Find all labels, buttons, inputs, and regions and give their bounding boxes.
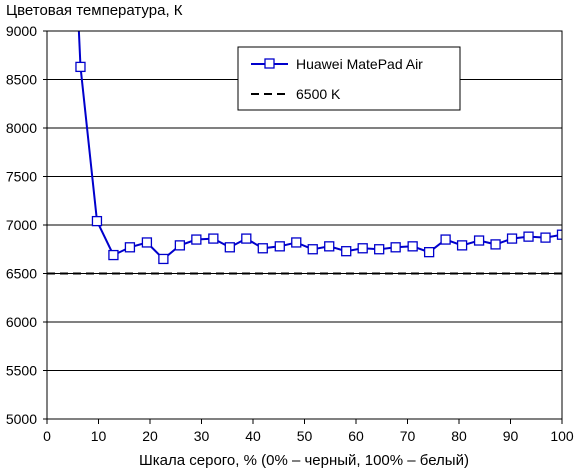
data-point — [473, 235, 485, 246]
data-point — [91, 215, 103, 227]
data-point — [141, 237, 153, 248]
x-tick-label-60: 60 — [348, 428, 364, 444]
y-axis: 5000 5500 6000 6500 7000 7500 8000 8500 9000 — [6, 23, 47, 427]
data-point — [506, 233, 518, 244]
data-point — [341, 246, 352, 257]
x-tick-label-90: 90 — [503, 428, 519, 444]
legend-label-6500k: 6500 K — [296, 86, 341, 102]
series-huawei-matepad-air — [75, 31, 562, 265]
y-tick-label-8500: 8500 — [6, 72, 37, 88]
data-point — [124, 242, 136, 253]
y-tick-label-7000: 7000 — [6, 217, 37, 233]
x-tick-label-20: 20 — [142, 428, 158, 444]
legend-marker-huawei — [264, 58, 275, 69]
y-tick-label-8000: 8000 — [6, 120, 37, 136]
legend-label-huawei: Huawei MatePad Air — [296, 56, 423, 72]
data-point — [158, 253, 169, 265]
x-tick-label-100: 100 — [550, 428, 574, 444]
x-tick-label-10: 10 — [91, 428, 107, 444]
data-point — [324, 241, 335, 252]
data-point — [108, 249, 119, 261]
y-axis-title: Цветовая температура, К — [6, 2, 183, 19]
x-tick-label-40: 40 — [245, 428, 261, 444]
series-line — [77, 31, 562, 261]
data-point — [440, 234, 451, 245]
data-point — [307, 244, 318, 255]
data-point — [357, 243, 368, 254]
data-point — [490, 239, 501, 250]
data-point — [540, 232, 551, 243]
data-point — [257, 243, 268, 254]
data-point — [523, 231, 534, 242]
y-tick-label-5000: 5000 — [6, 411, 37, 427]
x-tick-label-30: 30 — [194, 428, 210, 444]
data-point — [191, 234, 202, 245]
legend-box — [237, 46, 461, 111]
data-point — [208, 233, 219, 244]
y-tick-label-6500: 6500 — [6, 266, 37, 282]
data-point — [374, 244, 385, 255]
y-tick-label-7500: 7500 — [6, 169, 37, 185]
x-tick-label-0: 0 — [43, 428, 51, 444]
x-axis-title: Шкала серого, % (0% – черный, 100% – бел… — [139, 452, 469, 469]
data-point — [390, 242, 401, 253]
x-tick-label-80: 80 — [451, 428, 467, 444]
x-axis: 0 10 20 30 40 50 60 70 80 90 100 — [43, 419, 574, 444]
legend: Huawei MatePad Air 6500 K — [237, 46, 461, 111]
y-tick-label-6000: 6000 — [6, 314, 37, 330]
x-tick-label-70: 70 — [400, 428, 416, 444]
data-point — [241, 233, 252, 244]
data-point — [174, 240, 186, 251]
x-tick-label-50: 50 — [297, 428, 313, 444]
data-point — [456, 240, 468, 251]
data-point — [274, 241, 285, 252]
data-point — [407, 241, 418, 252]
data-point — [291, 237, 302, 248]
data-point — [556, 229, 562, 240]
y-tick-label-9000: 9000 — [6, 23, 37, 39]
grid — [47, 79, 562, 371]
y-tick-label-5500: 5500 — [6, 363, 37, 379]
data-point — [423, 247, 435, 258]
data-point — [224, 242, 235, 253]
data-point — [75, 61, 86, 73]
